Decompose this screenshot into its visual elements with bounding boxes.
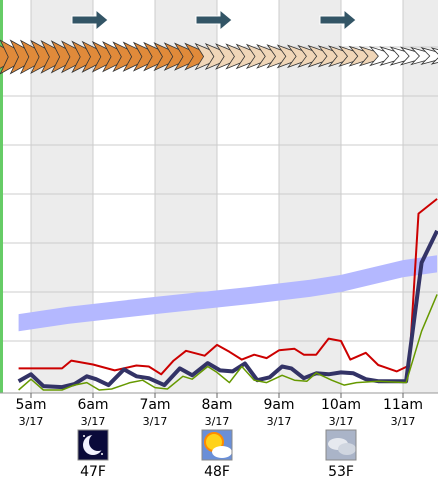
x-tick-date: 3/17: [81, 415, 106, 428]
cloud: [212, 446, 232, 458]
shaded-column: [403, 0, 438, 393]
x-tick-date: 3/17: [391, 415, 416, 428]
x-tick-date: 3/17: [267, 415, 292, 428]
cloud-icon: [325, 429, 357, 461]
x-tick-date: 3/17: [329, 415, 354, 428]
green-series-line: [18, 294, 438, 391]
cloud: [338, 443, 356, 455]
x-tick-label: 7am: [139, 397, 170, 413]
icon-frame: [77, 429, 109, 461]
temperature-label: 53F: [328, 464, 354, 480]
range-band-area: [18, 255, 438, 332]
x-tick-date: 3/17: [19, 415, 44, 428]
icon-frame: [325, 429, 357, 461]
x-axis: 5am 3/17 6am 3/17 7am 3/17 8am 3/17 9am 3/17 10am 3…: [15, 393, 423, 428]
red-series-line: [18, 198, 438, 376]
wind-arrow-icon: [71, 8, 109, 32]
star: [101, 453, 103, 455]
series-lines: [17, 198, 438, 391]
x-tick-label: 5am: [15, 397, 46, 413]
sun-cloud-icon: [201, 429, 233, 461]
x-tick-label: 11am: [383, 397, 423, 413]
x-tick-label: 9am: [263, 397, 294, 413]
temperature-label: 48F: [204, 464, 230, 480]
wind-arrow-icon: [195, 8, 233, 32]
temperature-label: 47F: [80, 464, 106, 480]
icon-frame: [201, 429, 233, 461]
night-moon-icon: [77, 429, 109, 461]
range-band: [18, 255, 438, 332]
wind-barb: [420, 47, 438, 66]
navy-series-line: [17, 229, 438, 390]
x-tick-label: 10am: [321, 397, 361, 413]
wind-arrow-icon: [319, 8, 357, 32]
x-tick-label: 8am: [201, 397, 232, 413]
x-tick-date: 3/17: [205, 415, 230, 428]
forecast-icons: 47F 48F 53F: [77, 429, 357, 480]
x-tick-date: 3/17: [143, 415, 168, 428]
wind-barb: [430, 47, 438, 65]
moon-shadow: [89, 433, 107, 451]
x-tick-label: 6am: [77, 397, 108, 413]
wind-row: [0, 8, 438, 75]
star: [83, 435, 85, 437]
